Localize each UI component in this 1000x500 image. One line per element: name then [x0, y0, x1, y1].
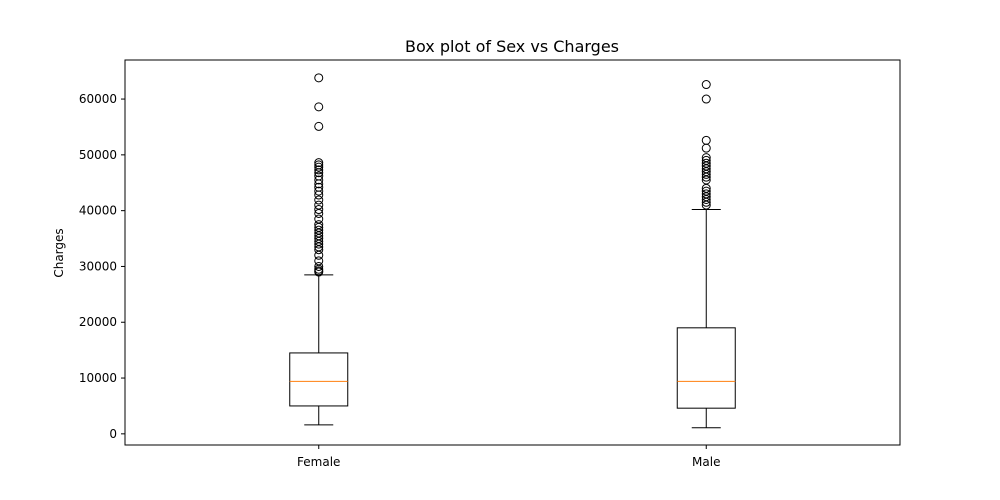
y-tick-label: 60000	[79, 92, 117, 106]
box-female	[289, 73, 349, 426]
y-axis-ticks: 0 10000 20000 30000 40000 50000 60000	[79, 92, 125, 441]
outlier-point	[314, 165, 324, 175]
outlier-point	[314, 160, 324, 170]
outlier-point	[314, 214, 324, 224]
box-male	[676, 80, 736, 429]
outlier-point	[314, 220, 324, 230]
x-axis-ticks: Female Male	[297, 445, 720, 469]
outlier-point	[314, 225, 324, 235]
plot-area-frame	[124, 59, 901, 446]
boxes-group	[289, 73, 736, 429]
chart-title: Box plot of Sex vs Charges	[405, 37, 619, 56]
outlier-point	[314, 200, 324, 210]
outlier-point	[314, 261, 324, 271]
y-tick-label: 50000	[79, 148, 117, 162]
y-tick-label: 20000	[79, 315, 117, 329]
outlier-point	[314, 182, 324, 192]
outlier-point	[314, 121, 324, 131]
x-tick-label: Female	[297, 455, 340, 469]
outlier-point	[701, 186, 711, 196]
outlier-point	[314, 186, 324, 196]
y-axis-label: Charges	[52, 228, 66, 277]
y-tick-label: 30000	[79, 259, 117, 273]
outlier-point	[314, 102, 324, 112]
outlier-point	[701, 94, 711, 104]
y-tick-label: 10000	[79, 371, 117, 385]
outlier-point	[701, 158, 711, 168]
outlier-point	[701, 135, 711, 145]
outlier-point	[701, 143, 711, 153]
outlier-point	[314, 158, 324, 168]
outlier-point	[701, 189, 711, 199]
outlier-point	[701, 155, 711, 165]
outlier-point	[701, 80, 711, 90]
iqr-box	[289, 352, 349, 407]
y-tick-label: 0	[109, 427, 117, 441]
outlier-point	[314, 162, 324, 172]
outlier-point	[314, 205, 324, 215]
iqr-box	[676, 327, 736, 409]
outlier-point	[314, 195, 324, 205]
x-tick-label: Male	[692, 455, 720, 469]
outlier-point	[701, 153, 711, 163]
outlier-point	[314, 73, 324, 83]
outlier-point	[314, 171, 324, 181]
outlier-point	[314, 256, 324, 266]
y-tick-label: 40000	[79, 204, 117, 218]
outlier-point	[314, 175, 324, 185]
